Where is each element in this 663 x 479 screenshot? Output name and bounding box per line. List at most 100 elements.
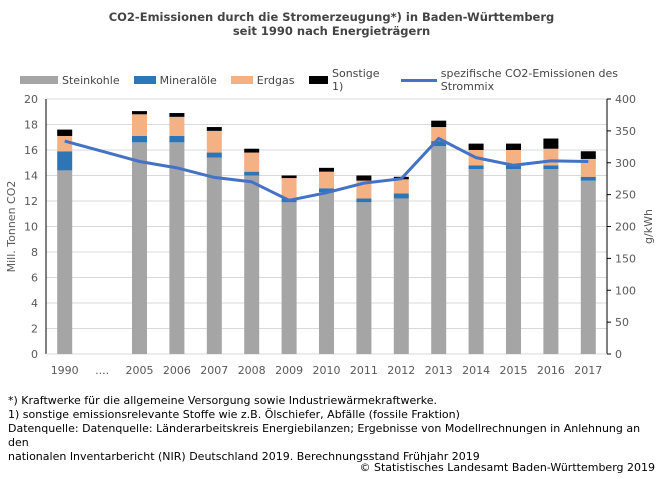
legend: Steinkohle Mineralöle Erdgas Sonstige 1)…: [20, 67, 663, 93]
y-tick-label: 8: [31, 246, 38, 259]
bar-mineralöle: [169, 135, 185, 143]
x-tick-label: ....: [95, 364, 109, 377]
y2-tick-label: 300: [615, 157, 636, 170]
bar-erdgas: [169, 116, 185, 136]
bar-sonstige-: [543, 138, 559, 149]
x-tick-label: 2016: [537, 364, 565, 377]
y2-axis-title: g/kWh: [642, 209, 655, 244]
y2-tick-label: 0: [615, 348, 622, 361]
bar-steinkohle: [506, 169, 521, 354]
x-tick-label: 2013: [425, 364, 453, 377]
bar-erdgas: [506, 150, 521, 166]
legend-item: Mineralöle: [133, 67, 217, 93]
bar-steinkohle: [57, 170, 73, 354]
legend-item: Sonstige 1): [308, 67, 388, 93]
bar-steinkohle: [319, 192, 334, 354]
bar-sonstige-: [132, 111, 147, 115]
footnotes: *) Kraftwerke für die allgemeine Versorg…: [8, 394, 663, 464]
y2-tick-label: 350: [615, 125, 636, 138]
bar-mineralöle: [319, 188, 334, 193]
bar-mineralöle: [506, 165, 521, 170]
note: Datenquelle: Datenquelle: Länderarbeitsk…: [8, 422, 641, 449]
y-tick-label: 6: [31, 272, 38, 285]
bar-sonstige-: [356, 175, 372, 181]
bar-erdgas: [393, 179, 409, 194]
note: nationalen Inventarbericht (NIR) Deutsch…: [8, 450, 480, 463]
bar-steinkohle: [169, 142, 185, 354]
note: 1) sonstige emissionsrelevante Stoffe wi…: [8, 408, 460, 421]
bar-erdgas: [206, 130, 222, 153]
bar-steinkohle: [580, 180, 596, 354]
x-tick-label: 2010: [313, 364, 341, 377]
legend-item: Steinkohle: [20, 67, 120, 93]
bar-mineralöle: [244, 171, 260, 176]
plot-area: 0246810121416182005010015020025030035040…: [5, 93, 655, 377]
bar-mineralöle: [580, 176, 596, 181]
bar-sonstige-: [580, 151, 596, 159]
bar-sonstige-: [57, 129, 73, 136]
x-tick-label: 2017: [574, 364, 602, 377]
bar-mineralöle: [431, 141, 447, 147]
y-tick-label: 2: [31, 323, 38, 336]
bar-erdgas: [319, 171, 334, 189]
y-tick-label: 0: [31, 348, 38, 361]
y-tick-label: 10: [24, 221, 38, 234]
bar-sonstige-: [281, 175, 297, 179]
bar-erdgas: [132, 114, 147, 136]
bar-mineralöle: [543, 165, 559, 170]
bar-sonstige-: [506, 143, 521, 150]
x-tick-label: 2006: [163, 364, 191, 377]
bar-erdgas: [57, 135, 73, 152]
y-axis-title: Mill. Tonnen CO2: [5, 181, 18, 273]
bar-erdgas: [580, 158, 596, 177]
bar-mineralöle: [206, 152, 222, 158]
bar-steinkohle: [206, 157, 222, 354]
y2-tick-label: 400: [615, 93, 636, 106]
chart-title: CO2-Emissionen durch die Stromerzeugung*…: [108, 10, 555, 24]
bar-sonstige-: [206, 127, 222, 131]
bar-steinkohle: [431, 146, 447, 354]
chart-subtitle: seit 1990 nach Energieträgern: [232, 24, 431, 38]
bar-steinkohle: [356, 202, 372, 354]
bar-steinkohle: [281, 202, 297, 354]
y-tick-label: 4: [31, 297, 38, 310]
bar-mineralöle: [356, 198, 372, 203]
bar-sonstige-: [244, 148, 260, 153]
bar-steinkohle: [543, 169, 559, 354]
x-tick-label: 2009: [275, 364, 303, 377]
x-tick-label: 2015: [500, 364, 528, 377]
bar-mineralöle: [468, 165, 484, 170]
bar-erdgas: [431, 127, 447, 142]
bar-steinkohle: [468, 169, 484, 354]
y-tick-label: 20: [24, 93, 38, 106]
bar-mineralöle: [393, 193, 409, 199]
x-tick-label: 2008: [238, 364, 266, 377]
note: *) Kraftwerke für die allgemeine Versorg…: [8, 394, 438, 407]
y-tick-label: 16: [24, 144, 38, 157]
y2-tick-label: 200: [615, 221, 636, 234]
bar-erdgas: [244, 152, 260, 172]
x-tick-label: 2014: [462, 364, 490, 377]
legend-item: Erdgas: [230, 67, 295, 93]
co2-intensity-line: [64, 136, 589, 202]
y2-tick-label: 100: [615, 284, 636, 297]
y2-tick-label: 250: [615, 189, 636, 202]
y-tick-label: 14: [24, 170, 38, 183]
bar-mineralöle: [132, 135, 147, 143]
y-tick-label: 18: [24, 119, 38, 132]
y2-tick-label: 50: [615, 316, 629, 329]
legend-item: spezifische CO2-Emissionen des Strommix: [401, 67, 649, 93]
y2-tick-label: 150: [615, 252, 636, 265]
bar-sonstige-: [169, 113, 185, 117]
x-tick-label: 2012: [387, 364, 415, 377]
bar-erdgas: [281, 178, 297, 199]
bar-sonstige-: [319, 167, 334, 172]
x-tick-label: 2007: [200, 364, 228, 377]
bar-mineralöle: [57, 151, 73, 171]
x-tick-label: 2005: [126, 364, 154, 377]
bar-steinkohle: [393, 198, 409, 354]
bar-steinkohle: [132, 142, 147, 354]
bar-sonstige-: [431, 120, 447, 128]
y-tick-label: 12: [24, 195, 38, 208]
